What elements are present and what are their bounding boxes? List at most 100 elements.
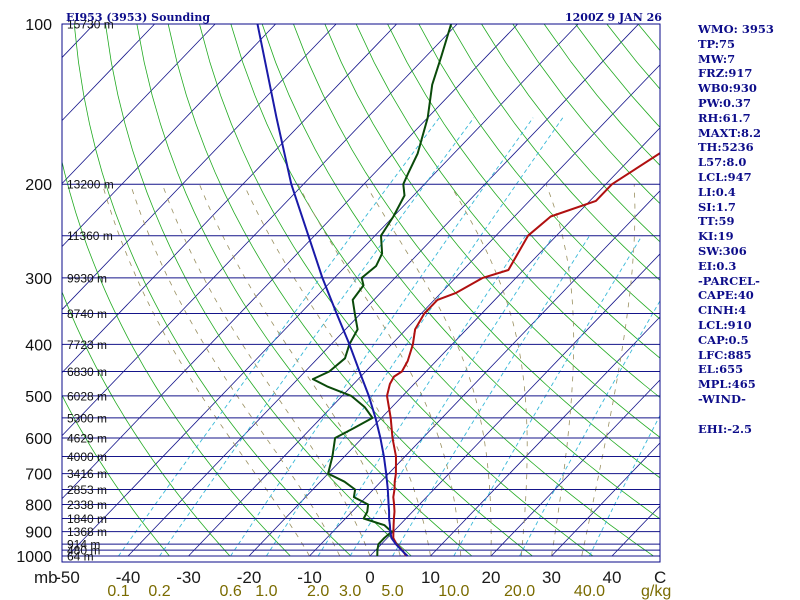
height-label: 13200 m xyxy=(67,178,114,192)
mixing-ratio-label: 20.0 xyxy=(504,583,535,600)
dry-adiabat-line xyxy=(167,24,533,557)
temperature-tick-label: -30 xyxy=(176,568,201,587)
temperature-tick-label: -40 xyxy=(116,568,141,587)
dry-adiabat-line xyxy=(136,24,473,557)
index-item: LCL:947 xyxy=(698,169,752,184)
mixing-ratio-label: 0.6 xyxy=(219,583,241,600)
index-item: MAXT:8.2 xyxy=(698,125,761,140)
mixing-ratio-unit-label: g/kg xyxy=(641,583,671,600)
moist-adiabat-line xyxy=(449,184,528,557)
pressure-tick-label: 1000 xyxy=(16,549,52,566)
mixing-ratio-line xyxy=(349,235,554,557)
height-label: 3416 m xyxy=(67,467,107,481)
height-label: 1840 m xyxy=(67,512,107,526)
temperature-tick-label: 30 xyxy=(542,568,561,587)
height-label: 15730 m xyxy=(67,18,114,32)
moist-adiabat-line xyxy=(161,184,371,557)
pressure-tick-label: 200 xyxy=(25,177,52,194)
index-item: EHI:-2.5 xyxy=(698,421,753,436)
mixing-ratio-label: 0.1 xyxy=(107,583,129,600)
mixing-ratio-line xyxy=(589,414,660,557)
isotherm-line xyxy=(62,24,276,248)
chart-title: EI953 (3953) Sounding xyxy=(66,11,210,24)
index-item: SW:306 xyxy=(698,243,747,258)
pressure-tick-label: 900 xyxy=(25,525,52,542)
pressure-tick-label: 500 xyxy=(25,389,52,406)
index-item: RH:61.7 xyxy=(698,110,751,125)
isotherm-line xyxy=(62,24,458,437)
mixing-ratio-label: 1.0 xyxy=(255,583,277,600)
temperature-tick-label: 20 xyxy=(482,568,501,587)
index-item: LCL:910 xyxy=(698,317,752,332)
isotherm-line xyxy=(369,253,660,557)
pressure-tick-label: 600 xyxy=(25,431,52,448)
index-item: SI:1.7 xyxy=(698,199,736,214)
moist-adiabat-line xyxy=(102,184,310,557)
index-item: CAPE:40 xyxy=(698,288,754,303)
dry-adiabat-line xyxy=(230,24,654,557)
index-item: -PARCEL- xyxy=(698,273,760,288)
index-item: MW:7 xyxy=(698,51,736,66)
mixing-ratio-label: 40.0 xyxy=(574,583,605,600)
pressure-tick-label: 300 xyxy=(25,271,52,288)
temperature-tick-label: -50 xyxy=(55,568,80,587)
mixing-ratio-line xyxy=(230,117,534,557)
isotherm-line xyxy=(127,24,639,557)
index-item: L57:8.0 xyxy=(698,155,747,170)
temperature-tick-label: 0 xyxy=(365,568,374,587)
height-label: 4629 m xyxy=(67,432,107,446)
height-label: 6028 m xyxy=(67,389,107,403)
isotherm-line xyxy=(62,24,155,122)
stability-indices-panel: WMO: 3953 TP:75 MW:7 FRZ:917 WB0:930 PW:0.37 R… xyxy=(698,22,774,436)
index-item: FRZ:917 xyxy=(698,66,753,81)
pressure-tick-label: 100 xyxy=(25,17,52,34)
temperature-tick-label: -20 xyxy=(237,568,262,587)
height-label: 7723 m xyxy=(67,338,107,352)
height-label: 2853 m xyxy=(67,483,107,497)
mixing-ratio-label: 10.0 xyxy=(438,583,469,600)
index-item xyxy=(698,407,774,422)
mixing-ratio-label: 2.0 xyxy=(307,583,329,600)
isotherm-line xyxy=(490,379,660,557)
temperature-unit-label: C xyxy=(654,568,666,587)
dry-adiabat-line xyxy=(73,24,352,557)
mixing-ratio-label: 3.0 xyxy=(339,583,361,600)
index-item: PW:0.37 xyxy=(698,95,752,110)
height-level-lines xyxy=(62,183,660,557)
height-label: 8740 m xyxy=(67,307,107,321)
pressure-tick-label: 700 xyxy=(25,467,52,484)
index-item: EL:655 xyxy=(698,362,744,377)
temperature-tick-label: -10 xyxy=(297,568,322,587)
isotherm-line xyxy=(62,24,216,185)
index-item: LI:0.4 xyxy=(698,184,736,199)
moist-adiabat-line xyxy=(199,184,401,557)
moist-adiabat-line xyxy=(130,184,341,557)
pressure-unit-label: mb xyxy=(34,568,58,587)
index-item: WMO: 3953 xyxy=(698,22,774,36)
index-item: LFC:885 xyxy=(698,347,752,362)
pressure-tick-label: 800 xyxy=(25,498,52,515)
parcel-line xyxy=(256,24,409,557)
height-label: 6830 m xyxy=(67,365,107,379)
index-item: MPL:465 xyxy=(698,377,756,392)
isotherm-line xyxy=(62,24,397,374)
valid-time: 1200Z 9 JAN 26 xyxy=(565,11,662,24)
isotherm-line xyxy=(188,64,660,557)
index-item: KI:19 xyxy=(698,229,734,244)
index-item: -WIND- xyxy=(698,391,746,406)
height-label: 9930 m xyxy=(67,271,107,285)
height-label: 64 m xyxy=(67,550,94,564)
mixing-ratio-line xyxy=(453,235,643,557)
index-item: TP:75 xyxy=(698,36,736,51)
dry-adiabat-line xyxy=(795,24,800,556)
mixing-ratio-label: 0.2 xyxy=(148,583,170,600)
height-label: 1368 m xyxy=(67,525,107,539)
mixing-ratio-line xyxy=(266,117,564,557)
isotherm-line xyxy=(309,190,660,557)
height-label: 5300 m xyxy=(67,411,107,425)
index-item: CINH:4 xyxy=(698,303,747,318)
index-item: TT:59 xyxy=(698,214,735,229)
height-label: 11360 m xyxy=(67,229,113,243)
